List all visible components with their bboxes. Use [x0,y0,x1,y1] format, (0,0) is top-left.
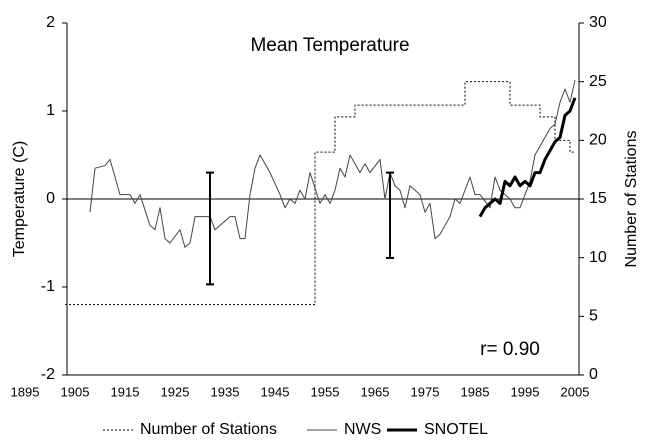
y-tick-label: 1 [46,102,55,119]
y2-tick-label: 5 [589,308,598,325]
y-tick-label: -1 [41,278,55,295]
x-tick-label: 2005 [561,384,590,399]
series-line [478,97,577,218]
x-tick-label: 1975 [411,384,440,399]
x-tick-label: 1895 [11,384,40,399]
x-tick-label: 1965 [361,384,390,399]
x-tick-label: 1955 [311,384,340,399]
y-tick-label: -2 [41,366,55,383]
y2-tick-label: 30 [589,14,607,31]
x-tick-label: 1985 [461,384,490,399]
x-tick-label: 1915 [111,384,140,399]
y-tick-label: 2 [46,14,55,31]
y-tick-label: 0 [46,190,55,207]
y2-axis-label: Number of Stations [623,131,640,268]
y2-tick-label: 25 [589,73,607,90]
annotation: r= 0.90 [480,339,540,360]
x-tick-label: 1995 [511,384,540,399]
legend-label: Number of Stations [140,421,277,438]
chart-title: Mean Temperature [250,35,409,56]
y2-tick-label: 0 [589,366,598,383]
series-line [89,80,576,248]
x-tick-label: 1945 [261,384,290,399]
x-tick-label: 1935 [211,384,240,399]
y2-tick-label: 20 [589,132,607,149]
x-tick-label: 1925 [161,384,190,399]
y-axis-label: Temperature (C) [11,141,28,257]
y2-tick-label: 10 [589,249,607,266]
legend-label: NWS [344,421,381,438]
legend-label: SNOTEL [424,421,488,438]
x-tick-label: 1905 [61,384,90,399]
series-line [65,81,575,306]
y2-tick-label: 15 [589,190,607,207]
